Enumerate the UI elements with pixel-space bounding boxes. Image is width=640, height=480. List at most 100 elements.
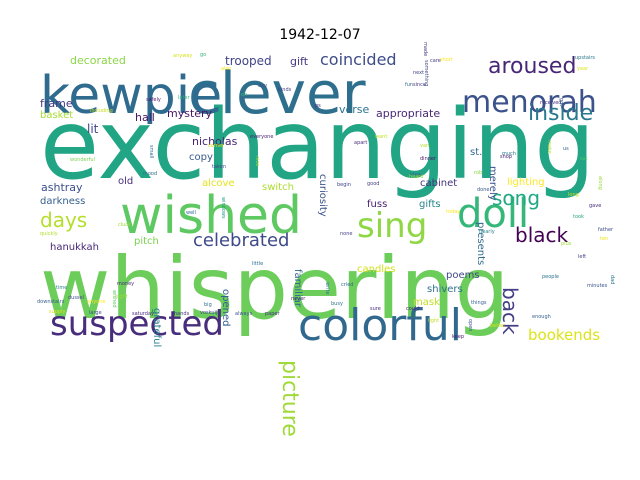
word-grateful: grateful (151, 308, 162, 347)
word-along: along (597, 176, 603, 190)
word-begin: begin (337, 182, 351, 188)
word-hands: hands (174, 311, 190, 317)
word-decorated: decorated (70, 54, 126, 67)
word-celebrated: celebrated (193, 230, 289, 251)
word-picture: picture (277, 360, 302, 437)
word-always: always (235, 311, 253, 317)
word-curiosity: curiosity (317, 174, 328, 217)
word-kinds: kinds (278, 87, 292, 93)
word-keep: keep (452, 334, 464, 340)
word-song: song (492, 186, 540, 210)
word-much: much (502, 151, 516, 157)
word-since: since (413, 82, 426, 88)
word-alcove: alcove (202, 178, 235, 189)
word-saturday: saturday (132, 311, 154, 317)
word-none: none (340, 231, 352, 237)
word-lit: lit (87, 122, 99, 136)
word-anyway: anyway (173, 53, 192, 59)
word-whispering: whispering (40, 239, 509, 339)
word-suspected: suspected (50, 304, 224, 344)
word-open: open (467, 319, 473, 331)
word-dad: dad (609, 275, 615, 284)
word-mood: mood (143, 171, 157, 177)
word-plus: plus (561, 241, 572, 247)
word-aroused: aroused (488, 54, 576, 79)
word-everyone: everyone (250, 134, 273, 140)
word-gave: gave (589, 203, 601, 209)
word-got: got (558, 98, 564, 106)
word-people: people (542, 274, 559, 280)
word-merely: merely (487, 166, 498, 201)
word-exchanging: exchanging (40, 89, 595, 201)
word-oh: oh (241, 92, 247, 98)
word-dussel: dussel (68, 295, 84, 301)
word-long: long (568, 192, 579, 198)
word-nearly: nearly (479, 229, 495, 235)
word-today: today (446, 209, 460, 215)
word-wished: wished (111, 290, 117, 308)
word-appropriate: appropriate (376, 107, 440, 120)
word-kewpie: kewpie (40, 66, 222, 126)
word-enough: enough (532, 314, 551, 320)
word-taken: taken (212, 164, 226, 170)
word-rob: rob (474, 170, 482, 176)
word-want: want (375, 134, 387, 140)
word-copy: copy (189, 152, 213, 163)
word-fun: fun (405, 82, 413, 88)
word-short: short (440, 57, 453, 63)
word-shop: shop (500, 154, 512, 160)
word-sing: sing (357, 206, 427, 246)
word-supply: supply (49, 309, 66, 315)
word-corner: corner (208, 143, 225, 149)
word-clever: clever (188, 59, 366, 127)
word-heard: heard (409, 174, 423, 180)
word-money: money (117, 281, 134, 287)
word-coincided: coincided (320, 50, 397, 69)
word-big: big (204, 302, 212, 308)
word-hanukkah: hanukkah (50, 242, 99, 253)
word-inside: inside (528, 101, 593, 126)
word-us: us (563, 146, 569, 152)
word-light: light (428, 318, 439, 324)
word-candles: candles (357, 264, 395, 275)
word-days: days (40, 208, 87, 232)
word-large: large (89, 310, 102, 316)
word-black: black (515, 223, 569, 247)
word-ashtray: ashtray (41, 181, 83, 194)
word-cabinet: cabinet (420, 178, 457, 189)
word-dinner: dinner (420, 156, 437, 162)
word-made: made (422, 42, 428, 56)
word-windows: windows (220, 197, 226, 219)
word-familiar: familiar (292, 269, 303, 308)
word-doll: doll (457, 191, 529, 237)
word-anyone: anyone (87, 299, 106, 305)
word-busy: busy (331, 301, 343, 307)
word-took: took (573, 214, 584, 220)
word-sure: sure (370, 306, 381, 312)
word-cried: cried (341, 282, 353, 288)
word-apart: apart (354, 140, 367, 146)
word-go: go (200, 52, 206, 58)
word-care: care (430, 58, 441, 64)
word-ten: ten (600, 236, 608, 242)
word-minutes: minutes (587, 283, 608, 289)
word-make: make (546, 140, 552, 154)
word-ps: ps (315, 103, 321, 109)
word-basket: basket (40, 110, 73, 121)
word-bookends: bookends (528, 326, 600, 344)
word-idea: idea (410, 172, 421, 178)
word-eight: eight (115, 294, 128, 300)
word-done: done (477, 187, 489, 193)
word-frame: frame (40, 97, 73, 110)
word-nice: nice (254, 156, 260, 166)
chart-title: 1942-12-07 (279, 27, 361, 43)
word-also: also (221, 66, 231, 72)
word-good: good (367, 181, 379, 187)
word-verse: verse (339, 103, 370, 116)
word-left: left (578, 254, 586, 260)
word-shivers: shivers (427, 284, 463, 295)
word-opened: opened (220, 289, 231, 326)
word-gift: gift (290, 55, 309, 68)
word-something: something (423, 60, 429, 86)
